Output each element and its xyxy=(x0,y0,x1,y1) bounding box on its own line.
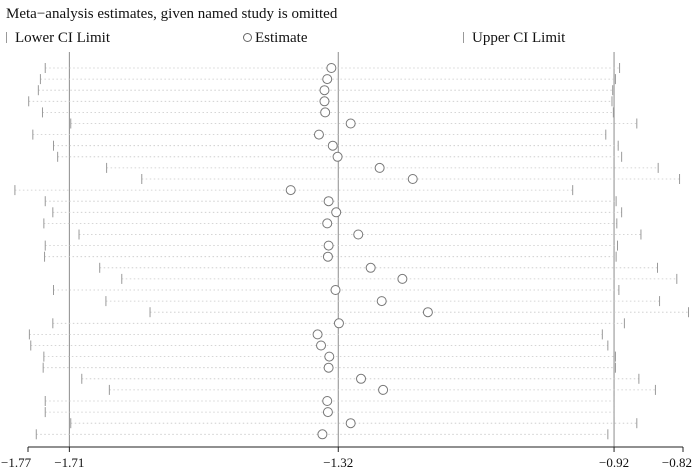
estimate-point xyxy=(320,107,331,118)
estimate-point xyxy=(324,351,335,362)
x-tick-label: −1.71 xyxy=(54,455,84,470)
estimate-point xyxy=(323,362,334,373)
estimate-point xyxy=(397,273,408,284)
reference-lines xyxy=(68,52,615,447)
x-tick-label: −0.92 xyxy=(599,455,629,470)
estimate-point xyxy=(313,129,324,140)
estimate-point xyxy=(323,196,334,207)
estimate-point xyxy=(422,307,433,318)
upper-ci-marker-icon xyxy=(463,32,464,43)
chart-title: Meta−analysis estimates, given named stu… xyxy=(6,6,338,22)
x-tick-label: −1.32 xyxy=(323,455,353,470)
estimate-point xyxy=(322,74,333,85)
estimate-point xyxy=(319,96,330,107)
estimate-point xyxy=(407,174,418,184)
legend-estimate: Estimate xyxy=(243,30,308,47)
estimate-point xyxy=(376,296,387,307)
estimate-point xyxy=(285,185,296,196)
estimate-point xyxy=(322,407,333,418)
estimate-point xyxy=(374,162,385,173)
estimate-circle-icon xyxy=(243,33,252,42)
estimate-point xyxy=(331,207,342,218)
estimate-point xyxy=(322,396,333,406)
estimate-point xyxy=(353,229,364,240)
legend-upper-ci: Upper CI Limit xyxy=(463,30,565,47)
estimate-point xyxy=(322,251,333,262)
study-rows xyxy=(14,63,690,440)
estimate-point xyxy=(332,151,343,162)
legend-lower-ci: Lower CI Limit xyxy=(6,30,110,47)
estimate-point xyxy=(345,418,356,429)
estimate-point xyxy=(312,329,323,340)
estimate-point xyxy=(365,262,376,273)
estimate-point xyxy=(322,218,333,229)
x-tick-label: −0.82 xyxy=(662,455,692,470)
x-tick-label: −1.77 xyxy=(1,455,32,470)
estimate-point xyxy=(333,318,344,329)
estimate-point xyxy=(327,140,338,151)
estimate-point xyxy=(330,285,341,295)
estimate-point xyxy=(319,85,330,96)
estimate-point xyxy=(323,240,334,251)
lower-ci-marker-icon xyxy=(6,32,7,43)
estimate-point xyxy=(316,340,327,351)
estimate-point xyxy=(345,118,356,129)
legend-upper-ci-label: Upper CI Limit xyxy=(472,30,566,46)
estimate-point xyxy=(378,384,389,395)
legend-estimate-label: Estimate xyxy=(255,30,308,46)
estimate-point xyxy=(317,429,328,440)
x-axis: −1.77 −1.71 −1.32 −0.92 −0.82 xyxy=(1,446,692,470)
estimate-point xyxy=(356,373,367,384)
legend-lower-ci-label: Lower CI Limit xyxy=(15,30,110,46)
estimate-point xyxy=(326,63,337,73)
